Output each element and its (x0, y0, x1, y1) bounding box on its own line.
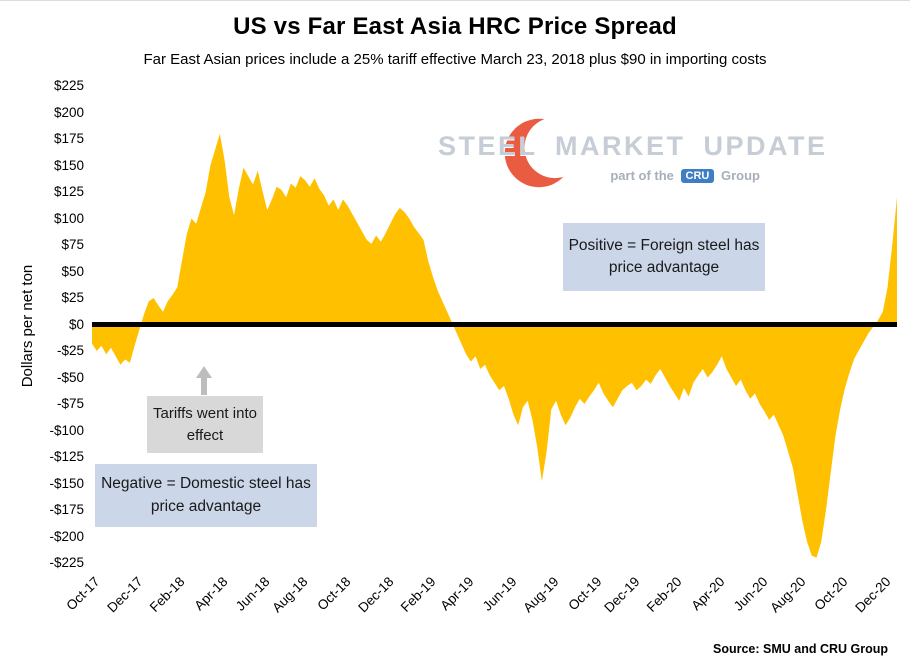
source-credit: Source: SMU and CRU Group (712, 642, 888, 656)
chart-subtitle: Far East Asian prices include a 25% tari… (143, 51, 767, 68)
tariff-arrow-up-icon (196, 366, 212, 396)
y-axis-tick-label: $75 (61, 237, 84, 252)
y-axis-tick-label: -$200 (49, 528, 84, 544)
tariff-annotation: Tariffs went into effect (147, 396, 263, 453)
y-axis-tick-label: $200 (53, 104, 84, 120)
positive-spread-annotation: Positive = Foreign steel has price advan… (563, 223, 765, 291)
y-axis-tick-label: -$125 (49, 449, 84, 464)
smu-logo-crescent-icon (504, 117, 580, 188)
y-axis-tick-label: $175 (53, 131, 84, 146)
watermark-tagline-suffix: Group (721, 168, 760, 183)
negative-spread-annotation: Negative = Domestic steel has price adva… (95, 464, 317, 527)
y-axis-tick-label: -$75 (56, 396, 84, 411)
y-axis-tick-label: $25 (61, 290, 84, 305)
price-spread-area-chart (92, 133, 897, 558)
y-axis-tick-label: $225 (53, 78, 84, 93)
watermark-tagline: part of the CRU Group (438, 168, 760, 183)
y-axis-tick-label: -$50 (56, 369, 84, 385)
smu-watermark: STEEL MARKET UPDATE part of the CRU Grou… (438, 117, 828, 188)
y-axis-tick-label: -$175 (49, 502, 84, 517)
y-axis-tick-label: $125 (53, 184, 84, 199)
spread-area-series (92, 133, 897, 558)
y-axis-tick-label: $50 (61, 263, 84, 279)
cru-logo-badge: CRU (680, 169, 715, 183)
watermark-title: STEEL MARKET UPDATE (438, 131, 828, 161)
y-axis-tick-label: -$225 (49, 555, 84, 570)
y-axis-tick-label: -$25 (56, 343, 84, 358)
y-axis-tick-label: $0 (68, 316, 84, 332)
y-axis-tick-label: $150 (53, 157, 84, 173)
y-axis-tick-label: -$100 (49, 422, 84, 438)
y-axis-tick-label: -$150 (49, 475, 84, 491)
watermark-tagline-prefix: part of the (610, 168, 674, 183)
y-axis-tick-label: $100 (53, 210, 84, 226)
chart-title: US vs Far East Asia HRC Price Spread (233, 13, 677, 40)
